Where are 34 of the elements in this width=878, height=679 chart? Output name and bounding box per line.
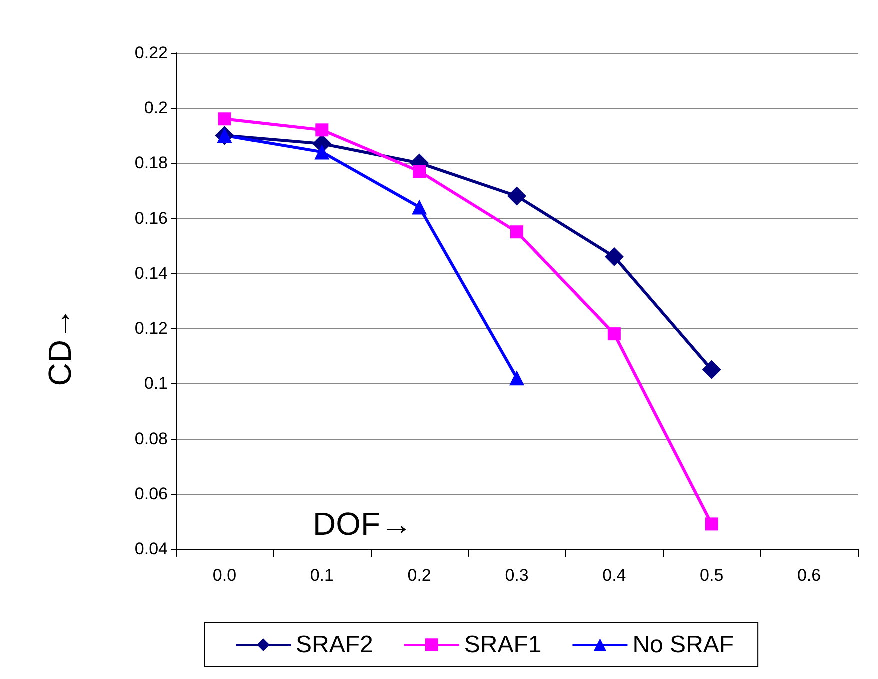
point — [314, 144, 330, 160]
point — [412, 200, 428, 215]
y-tick-label: 0.04 — [134, 540, 168, 558]
legend-label: SRAF2 — [296, 632, 374, 658]
y-tick-label: 0.2 — [144, 98, 168, 118]
y-tick-label: 0.08 — [134, 429, 168, 448]
x-tick-label: 0.6 — [797, 566, 822, 585]
y-tick-label: 0.18 — [134, 154, 168, 173]
x-tick-label: 0.1 — [310, 566, 334, 585]
x-tick-label: 0.5 — [700, 566, 724, 585]
point — [604, 247, 624, 266]
x-tick-label: 0.0 — [212, 566, 237, 585]
y-axis-title: CD→ — [42, 308, 78, 386]
point — [413, 164, 426, 178]
x-tick-label: 0.2 — [408, 566, 432, 585]
point — [702, 360, 722, 380]
point — [608, 328, 621, 341]
y-tick-label: 0.16 — [134, 208, 168, 228]
legend-label: SRAF1 — [464, 632, 542, 658]
y-tick-label: 0.12 — [134, 319, 168, 338]
y-tick-label: 0.1 — [144, 374, 168, 394]
point — [510, 370, 524, 386]
y-tick-label: 0.14 — [134, 264, 168, 283]
point — [316, 124, 329, 137]
point — [508, 186, 526, 206]
y-tick-label: 0.06 — [134, 484, 168, 504]
point — [510, 226, 524, 239]
y-tick-label: 0.22 — [134, 44, 168, 62]
point — [705, 518, 718, 531]
x-tick-label: 0.3 — [505, 566, 529, 585]
point — [218, 112, 232, 126]
legend-label: No SRAF — [632, 632, 734, 658]
x-tick-label: 0.4 — [602, 566, 626, 585]
x-axis-title: DOF→ — [313, 506, 413, 542]
